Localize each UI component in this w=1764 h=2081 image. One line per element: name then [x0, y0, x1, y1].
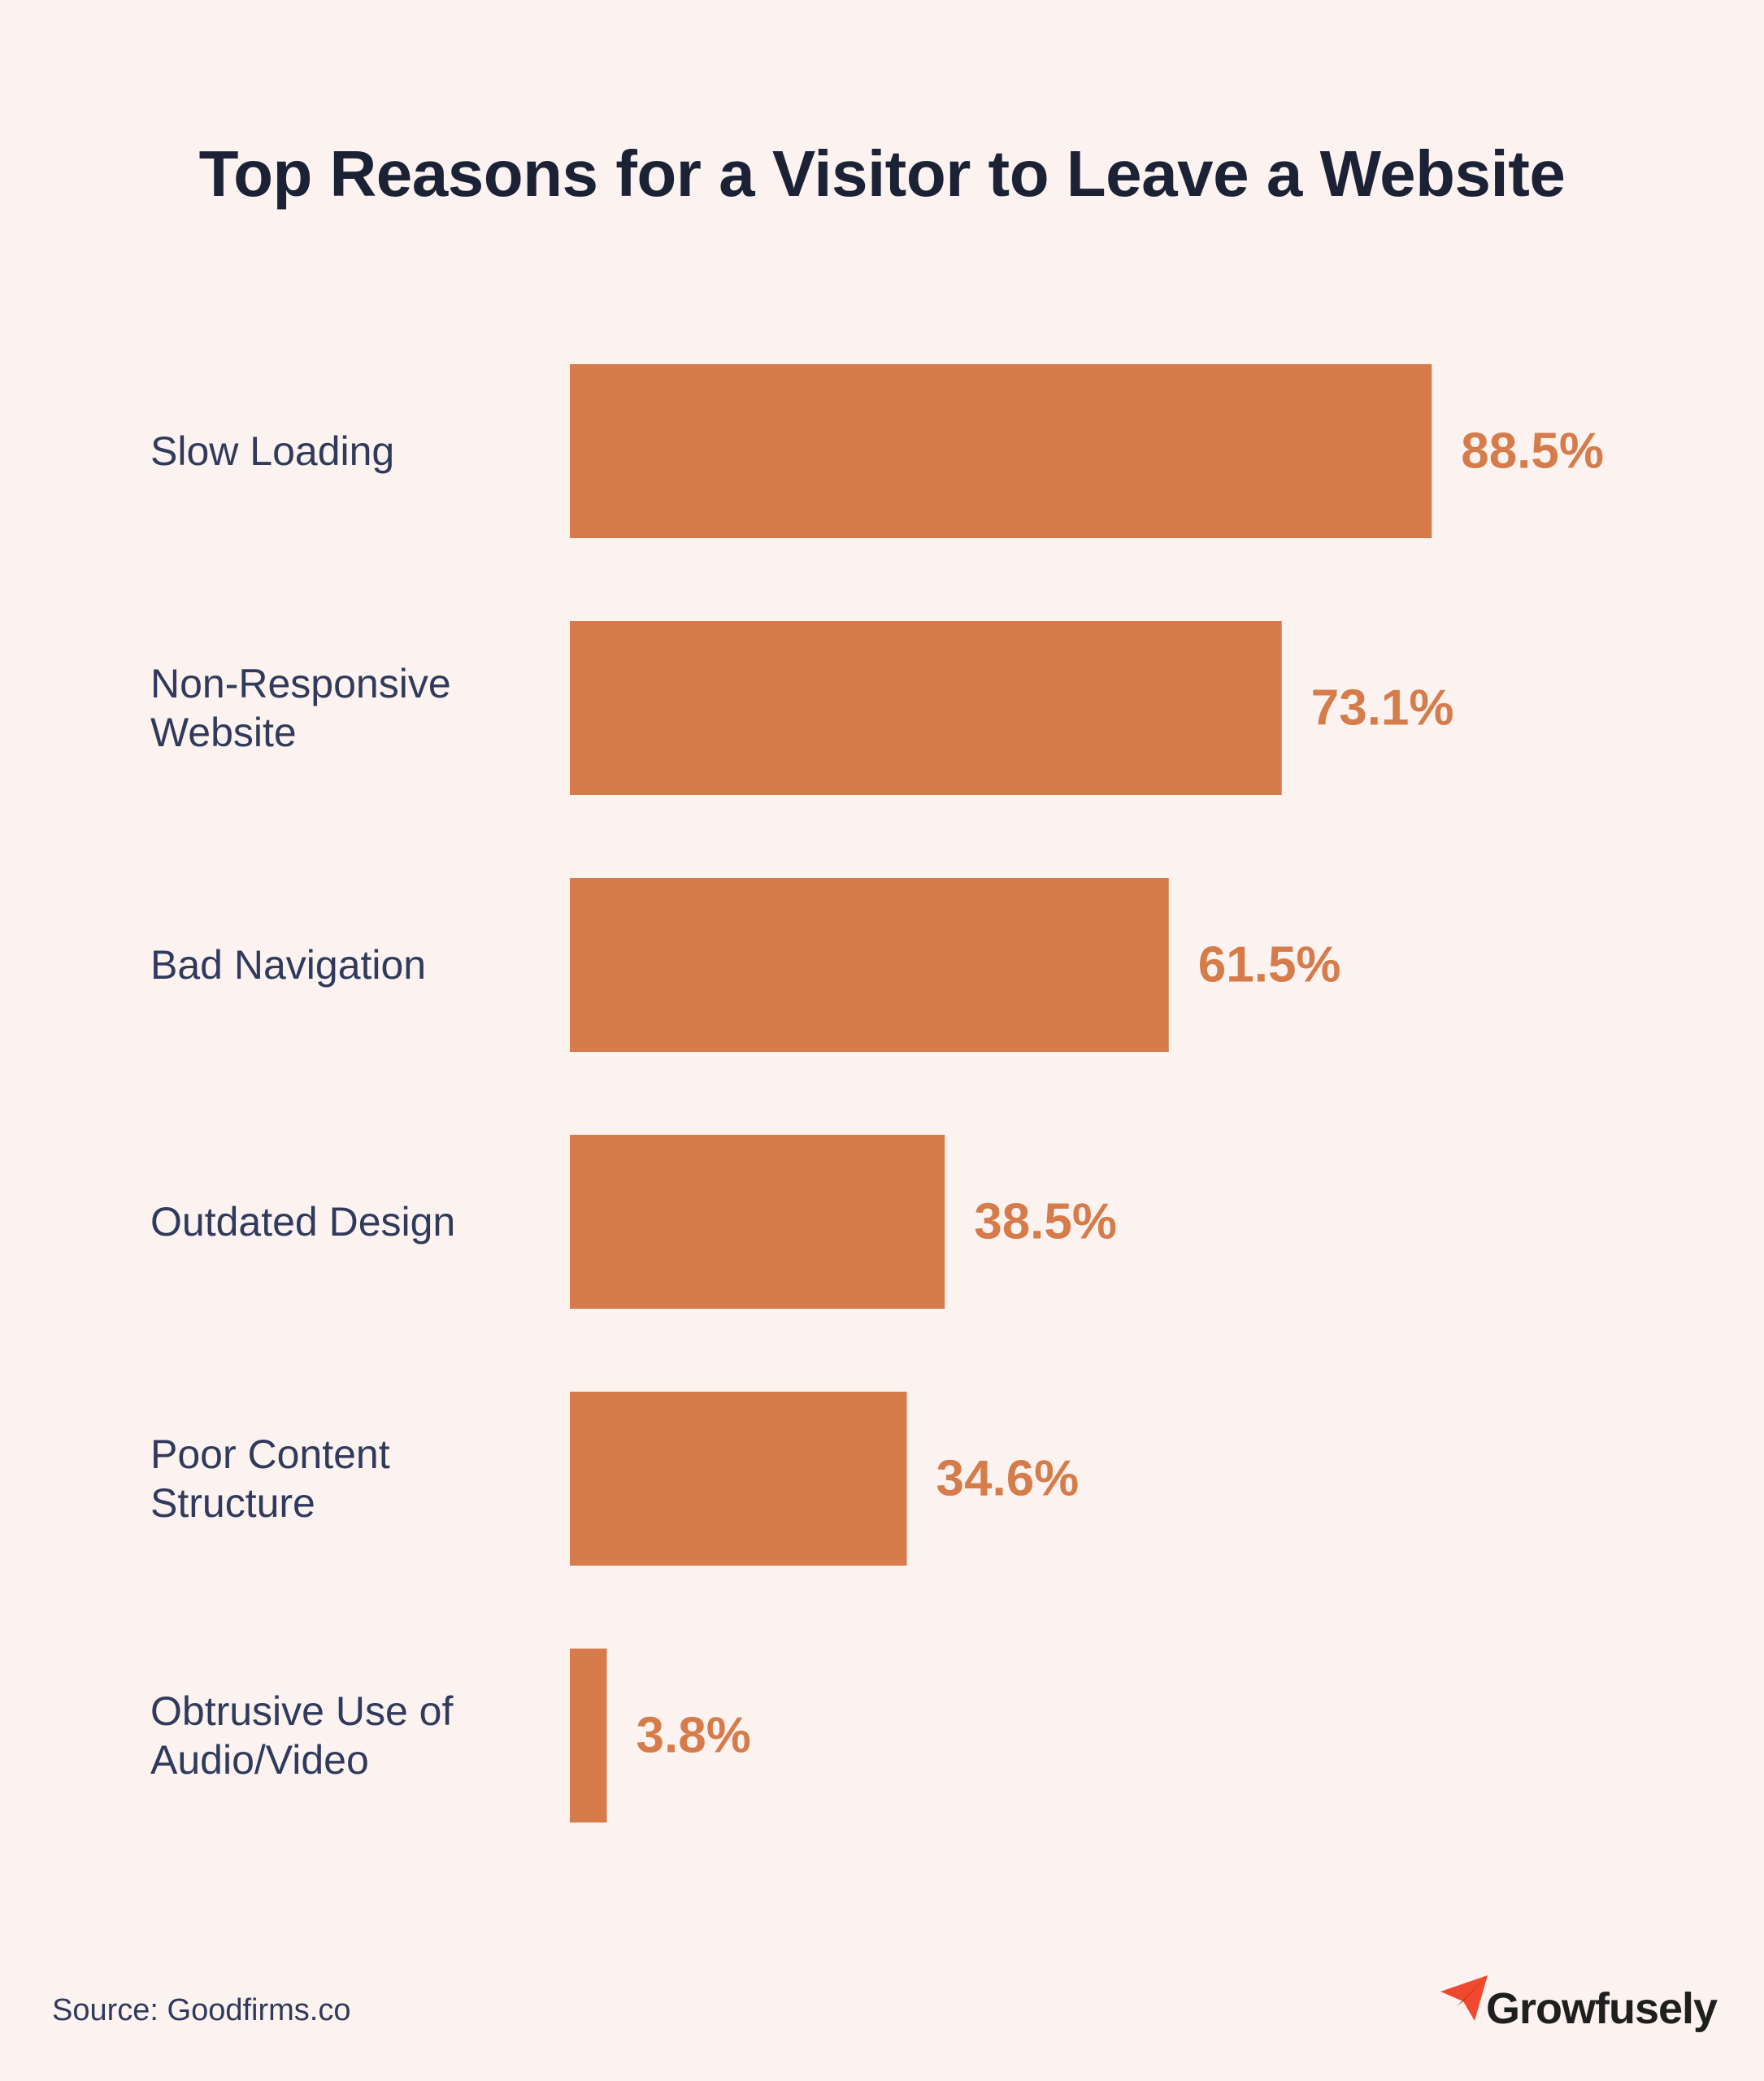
value-label-4: 34.6%: [936, 1451, 1080, 1507]
category-label-line: Audio/Video: [150, 1737, 369, 1783]
category-label-4: Poor Content Structure: [150, 1432, 390, 1526]
source-text: Source: Goodfirms.co: [52, 1993, 351, 2027]
value-label-3: 38.5%: [974, 1194, 1117, 1250]
category-label-line: Poor Content: [150, 1432, 390, 1477]
brand-logo: Growfusely: [1439, 1974, 1718, 2039]
category-label-line: Non-Responsive: [150, 661, 451, 706]
category-label-line: Structure: [150, 1480, 315, 1526]
paper-plane-icon: [1440, 1975, 1488, 2021]
bar-1: [570, 621, 1282, 795]
bars-layer: [570, 364, 1432, 1823]
category-label-5: Obtrusive Use of Audio/Video: [150, 1688, 453, 1783]
value-label-2: 61.5%: [1198, 937, 1341, 993]
chart-title: Top Reasons for a Visitor to Leave a Web…: [198, 137, 1566, 210]
category-label-line: Outdated Design: [150, 1199, 455, 1245]
category-label-line: Obtrusive Use of: [150, 1688, 453, 1734]
value-label-0: 88.5%: [1461, 424, 1604, 480]
category-label-3: Outdated Design: [150, 1199, 455, 1245]
value-labels: 88.5% 73.1% 61.5% 38.5% 34.6% 3.8%: [637, 424, 1605, 1764]
brand-name: Growfusely: [1486, 1984, 1718, 2033]
category-label-2: Bad Navigation: [150, 942, 426, 988]
bar-2: [570, 878, 1169, 1052]
value-label-5: 3.8%: [637, 1708, 751, 1764]
bar-0: [570, 364, 1432, 538]
category-label-line: Bad Navigation: [150, 942, 426, 988]
category-label-line: Website: [150, 710, 297, 755]
category-label-0: Slow Loading: [150, 428, 394, 474]
category-label-1: Non-Responsive Website: [150, 661, 451, 755]
category-labels: Slow Loading Non-Responsive Website Bad Nav…: [150, 428, 455, 1783]
bar-4: [570, 1392, 907, 1566]
value-label-1: 73.1%: [1311, 680, 1454, 736]
category-label-line: Slow Loading: [150, 428, 394, 474]
bar-3: [570, 1135, 945, 1309]
bar-5: [570, 1649, 607, 1823]
